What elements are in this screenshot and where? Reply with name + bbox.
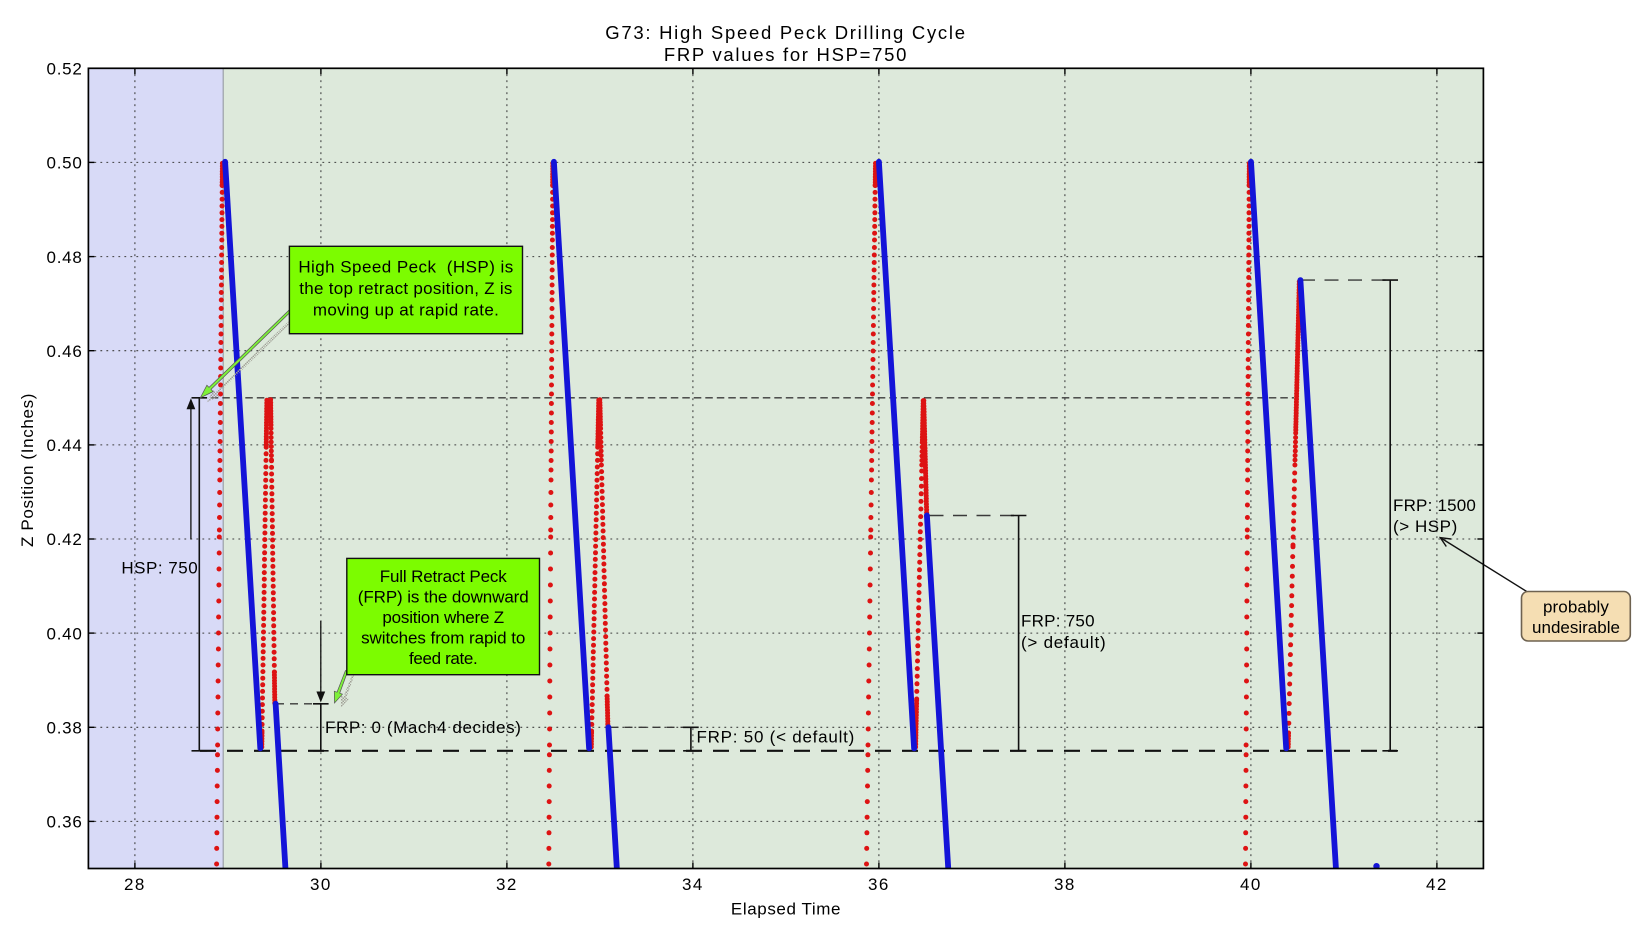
svg-text:HSP: 750: HSP: 750 (121, 559, 198, 578)
svg-text:FRP values for HSP=750: FRP values for HSP=750 (664, 44, 908, 65)
svg-text:(FRP) is the downward: (FRP) is the downward (358, 588, 529, 607)
svg-text:0.46: 0.46 (47, 342, 83, 361)
svg-text:FRP: 0 (Mach4 decides): FRP: 0 (Mach4 decides) (325, 718, 522, 737)
svg-text:G73: High Speed Peck Drilling: G73: High Speed Peck Drilling Cycle (605, 22, 966, 43)
svg-text:0.36: 0.36 (47, 813, 83, 832)
svg-text:FRP: 1500: FRP: 1500 (1393, 496, 1476, 515)
svg-text:FRP: 750: FRP: 750 (1021, 612, 1095, 631)
svg-text:32: 32 (496, 875, 518, 894)
svg-text:(> default): (> default) (1021, 633, 1106, 652)
svg-text:probably: probably (1543, 598, 1609, 617)
svg-text:36: 36 (868, 875, 890, 894)
svg-text:0.42: 0.42 (47, 530, 83, 549)
svg-text:Z Position (Inches): Z Position (Inches) (18, 393, 37, 547)
svg-text:switches from rapid to: switches from rapid to (361, 629, 525, 648)
svg-text:28: 28 (124, 875, 146, 894)
svg-text:Full Retract Peck: Full Retract Peck (380, 567, 508, 586)
svg-text:0.40: 0.40 (47, 624, 83, 643)
svg-text:42: 42 (1426, 875, 1448, 894)
svg-text:High Speed Peck (HSP) is: High Speed Peck (HSP) is (298, 257, 513, 276)
svg-text:0.38: 0.38 (47, 719, 83, 738)
svg-text:undesirable: undesirable (1532, 618, 1620, 637)
svg-text:0.44: 0.44 (47, 436, 83, 455)
svg-text:position where Z: position where Z (382, 608, 504, 627)
svg-text:0.52: 0.52 (47, 60, 83, 79)
svg-text:0.48: 0.48 (47, 248, 83, 267)
svg-text:0.50: 0.50 (47, 154, 83, 173)
svg-text:the top retract position, Z is: the top retract position, Z is (299, 279, 512, 298)
svg-text:feed rate.: feed rate. (409, 649, 477, 668)
svg-text:34: 34 (682, 875, 704, 894)
svg-text:38: 38 (1054, 875, 1076, 894)
svg-text:Elapsed Time: Elapsed Time (731, 899, 841, 918)
svg-text:(> HSP): (> HSP) (1393, 517, 1458, 536)
svg-text:moving up at rapid rate.: moving up at rapid rate. (313, 300, 499, 319)
svg-text:30: 30 (310, 875, 332, 894)
svg-text:40: 40 (1240, 875, 1262, 894)
svg-text:FRP: 50 (< default): FRP: 50 (< default) (697, 728, 856, 747)
